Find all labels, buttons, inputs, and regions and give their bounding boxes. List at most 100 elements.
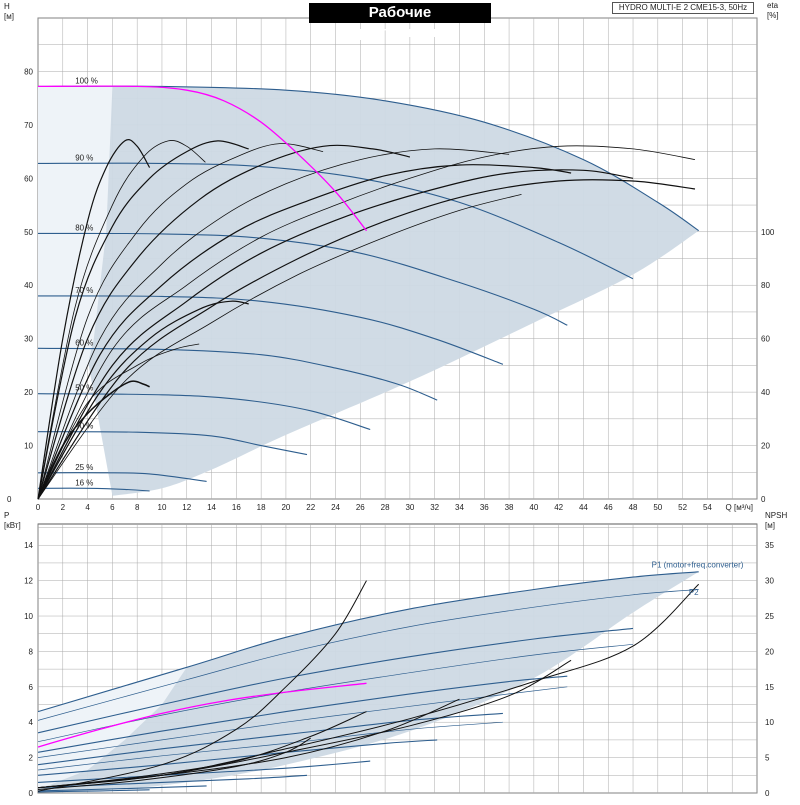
power-y-tick-label: 4	[29, 718, 34, 727]
x-tick-label: 4	[85, 503, 90, 512]
x-tick-label: 22	[306, 503, 315, 512]
x-tick-label: 26	[356, 503, 365, 512]
power-envelope	[38, 571, 699, 792]
efficiency-curve	[37, 148, 510, 500]
npsh-tick-label: 25	[765, 612, 774, 621]
speed-label: 16 %	[75, 478, 93, 487]
x-tick-label: 50	[653, 503, 662, 512]
x-tick-label: 10	[158, 503, 167, 512]
x-tick-label: 24	[331, 503, 340, 512]
efficiency-curve	[37, 139, 151, 500]
y-tick-label: 40	[24, 281, 33, 290]
p1-curve	[37, 760, 371, 783]
head-envelope	[38, 86, 699, 496]
series-label-p1: P1 (motor+freq.converter)	[652, 560, 744, 569]
efficiency-curve	[37, 140, 249, 500]
npsh-curve	[37, 580, 367, 792]
highlight-curve	[37, 85, 368, 232]
y2-tick-label: 20	[761, 442, 770, 451]
efficiency-curve	[37, 140, 206, 500]
speed-label: 25 %	[75, 463, 93, 472]
speed-label: 90 %	[75, 153, 93, 162]
speed-label: 60 %	[75, 338, 93, 347]
y2-tick-label: 0	[761, 495, 766, 504]
speed-label: 80 %	[75, 223, 93, 232]
p2-curve	[37, 589, 699, 721]
x-tick-label: 8	[135, 503, 140, 512]
p1-curve	[37, 739, 438, 776]
x-tick-label: 46	[604, 503, 613, 512]
p2-curve	[37, 721, 503, 771]
speed-label: 40 %	[75, 422, 93, 431]
npsh-curve	[37, 711, 367, 789]
npsh-tick-label: 15	[765, 683, 774, 692]
efficiency-curve	[37, 164, 572, 500]
y-tick-label: 70	[24, 121, 33, 130]
x-tick-label: 6	[110, 503, 115, 512]
x-tick-label: 14	[207, 503, 216, 512]
speed-label: 70 %	[75, 286, 93, 295]
power-y-tick-label: 6	[29, 683, 34, 692]
npsh-axis-unit: [м]	[765, 521, 775, 530]
speed-label: 50 %	[75, 384, 93, 393]
power-y-axis-unit: [кВт]	[4, 521, 21, 530]
efficiency-curve	[37, 380, 150, 500]
y2-axis-label: eta	[767, 1, 779, 10]
x-tick-label: 54	[703, 503, 712, 512]
model-label: HYDRO MULTI-E 2 CME15-3, 50Hz	[612, 2, 754, 14]
power-y-tick-label: 8	[29, 647, 34, 656]
y-tick-label: 10	[24, 442, 33, 451]
x-tick-label: 52	[678, 503, 687, 512]
y2-tick-label: 80	[761, 281, 770, 290]
efficiency-curve	[37, 143, 324, 500]
x-tick-label: 48	[629, 503, 638, 512]
power-y-tick-label: 14	[24, 541, 33, 550]
y2-tick-label: 40	[761, 388, 770, 397]
y-tick-label: 50	[24, 228, 33, 237]
p1-curve	[37, 571, 699, 713]
power-left-region	[38, 667, 187, 790]
x-tick-label: 28	[381, 503, 390, 512]
y2-axis-unit: [%]	[767, 11, 779, 20]
x-tick-label: 38	[505, 503, 514, 512]
x-tick-label: 32	[430, 503, 439, 512]
efficiency-curve	[37, 179, 696, 500]
series-label-p2: P2	[689, 588, 699, 597]
y-tick-label: 60	[24, 174, 33, 183]
x-tick-label: 40	[529, 503, 538, 512]
p2-curve	[37, 686, 568, 758]
x-axis-label: Q [м³/ч]	[726, 503, 753, 512]
x-tick-label: 20	[281, 503, 290, 512]
p2-curve	[37, 643, 634, 743]
x-tick-label: 30	[405, 503, 414, 512]
efficiency-curve	[37, 144, 411, 500]
x-tick-label: 42	[554, 503, 563, 512]
speed-curve	[37, 487, 150, 492]
power-y-tick-label: 10	[24, 612, 33, 621]
speed-curve	[37, 472, 207, 482]
x-tick-label: 0	[36, 503, 41, 512]
efficiency-curve	[37, 300, 249, 500]
x-tick-label: 12	[182, 503, 191, 512]
p1-curve	[37, 789, 150, 793]
x-tick-label: 18	[257, 503, 266, 512]
npsh-curve	[37, 698, 460, 789]
speed-label: 100 %	[75, 76, 98, 85]
npsh-tick-label: 0	[765, 789, 770, 798]
p1-curve	[37, 785, 207, 792]
power-y-axis-label: P	[4, 511, 9, 520]
y-tick-label: 30	[24, 335, 33, 344]
p1-curve	[37, 627, 634, 734]
npsh-tick-label: 30	[765, 577, 774, 586]
efficiency-curve	[37, 194, 522, 500]
speed-curve	[37, 393, 371, 431]
p1-curve	[37, 675, 568, 753]
npsh-axis-label: NPSH	[765, 511, 787, 520]
p1-curve	[37, 712, 503, 766]
npsh-curve	[37, 737, 311, 790]
speed-curve	[37, 85, 700, 232]
speed-curve	[37, 295, 504, 365]
y-tick-label: 80	[24, 67, 33, 76]
efficiency-curve	[37, 145, 696, 500]
